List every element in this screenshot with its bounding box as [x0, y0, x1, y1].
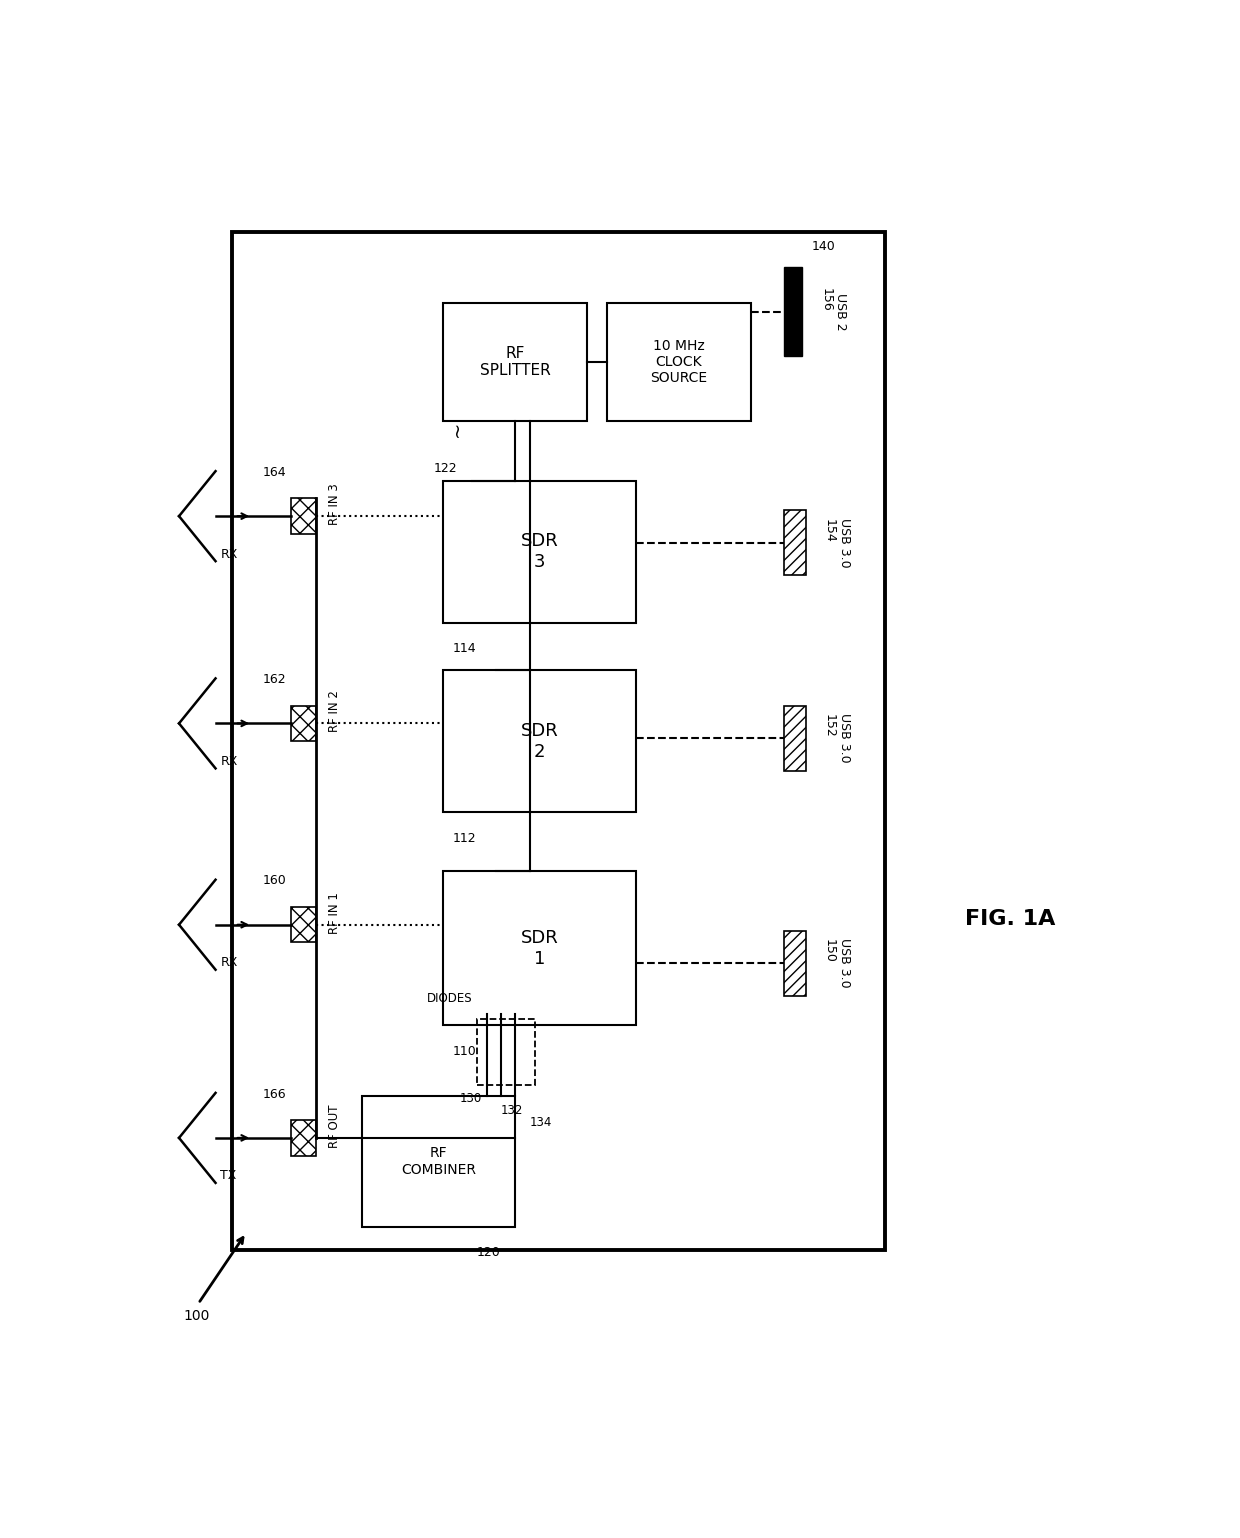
Text: 100: 100 [184, 1309, 211, 1323]
Bar [477, 1020, 534, 1084]
Bar [444, 303, 588, 421]
Text: 160: 160 [263, 875, 286, 887]
Text: 134: 134 [529, 1117, 552, 1129]
Bar [232, 232, 885, 1250]
Text: RF IN 2: RF IN 2 [327, 691, 341, 732]
Bar [785, 268, 802, 357]
Bar [291, 706, 316, 741]
Text: RX: RX [221, 957, 238, 969]
Text: SDR
1: SDR 1 [521, 929, 558, 967]
Text: RF
SPLITTER: RF SPLITTER [480, 346, 551, 378]
Text: TX: TX [221, 1169, 237, 1183]
Bar [606, 303, 750, 421]
Text: RX: RX [221, 755, 238, 767]
Text: USB 3.0: USB 3.0 [838, 518, 852, 568]
Text: ~: ~ [448, 420, 467, 437]
Text: 166: 166 [263, 1087, 286, 1101]
Text: SDR
3: SDR 3 [521, 532, 558, 571]
Text: 10 MHz
CLOCK
SOURCE: 10 MHz CLOCK SOURCE [650, 338, 707, 386]
Text: 164: 164 [263, 466, 286, 478]
Text: 130: 130 [460, 1092, 481, 1106]
Text: RX: RX [221, 548, 238, 560]
Bar [785, 930, 806, 995]
Text: RF IN 1: RF IN 1 [327, 892, 341, 934]
Bar [291, 907, 316, 943]
Text: 122: 122 [434, 463, 458, 475]
Text: 112: 112 [453, 832, 476, 844]
Text: SDR
2: SDR 2 [521, 721, 558, 761]
Text: 156: 156 [820, 288, 832, 312]
Text: 162: 162 [263, 674, 286, 686]
Bar [362, 1097, 516, 1227]
Text: 132: 132 [501, 1104, 523, 1117]
Text: 154: 154 [823, 520, 836, 543]
Bar [444, 480, 635, 623]
Text: DIODES: DIODES [427, 992, 472, 1004]
Bar [291, 1120, 316, 1155]
Text: 152: 152 [823, 715, 836, 738]
Text: RF IN 3: RF IN 3 [327, 483, 341, 524]
Text: USB 3.0: USB 3.0 [838, 714, 852, 763]
Text: FIG. 1A: FIG. 1A [965, 909, 1055, 929]
Bar [444, 872, 635, 1026]
Text: 110: 110 [453, 1044, 476, 1058]
Text: 114: 114 [453, 643, 476, 655]
Bar [444, 671, 635, 812]
Text: 150: 150 [823, 940, 836, 963]
Text: USB 3.0: USB 3.0 [838, 938, 852, 987]
Text: 120: 120 [477, 1246, 501, 1260]
Bar [291, 498, 316, 534]
Text: 140: 140 [811, 240, 835, 252]
Bar [785, 511, 806, 575]
Text: RF
COMBINER: RF COMBINER [401, 1146, 476, 1177]
Bar [785, 706, 806, 771]
Text: RF OUT: RF OUT [327, 1104, 341, 1147]
Text: USB 2: USB 2 [833, 294, 847, 331]
